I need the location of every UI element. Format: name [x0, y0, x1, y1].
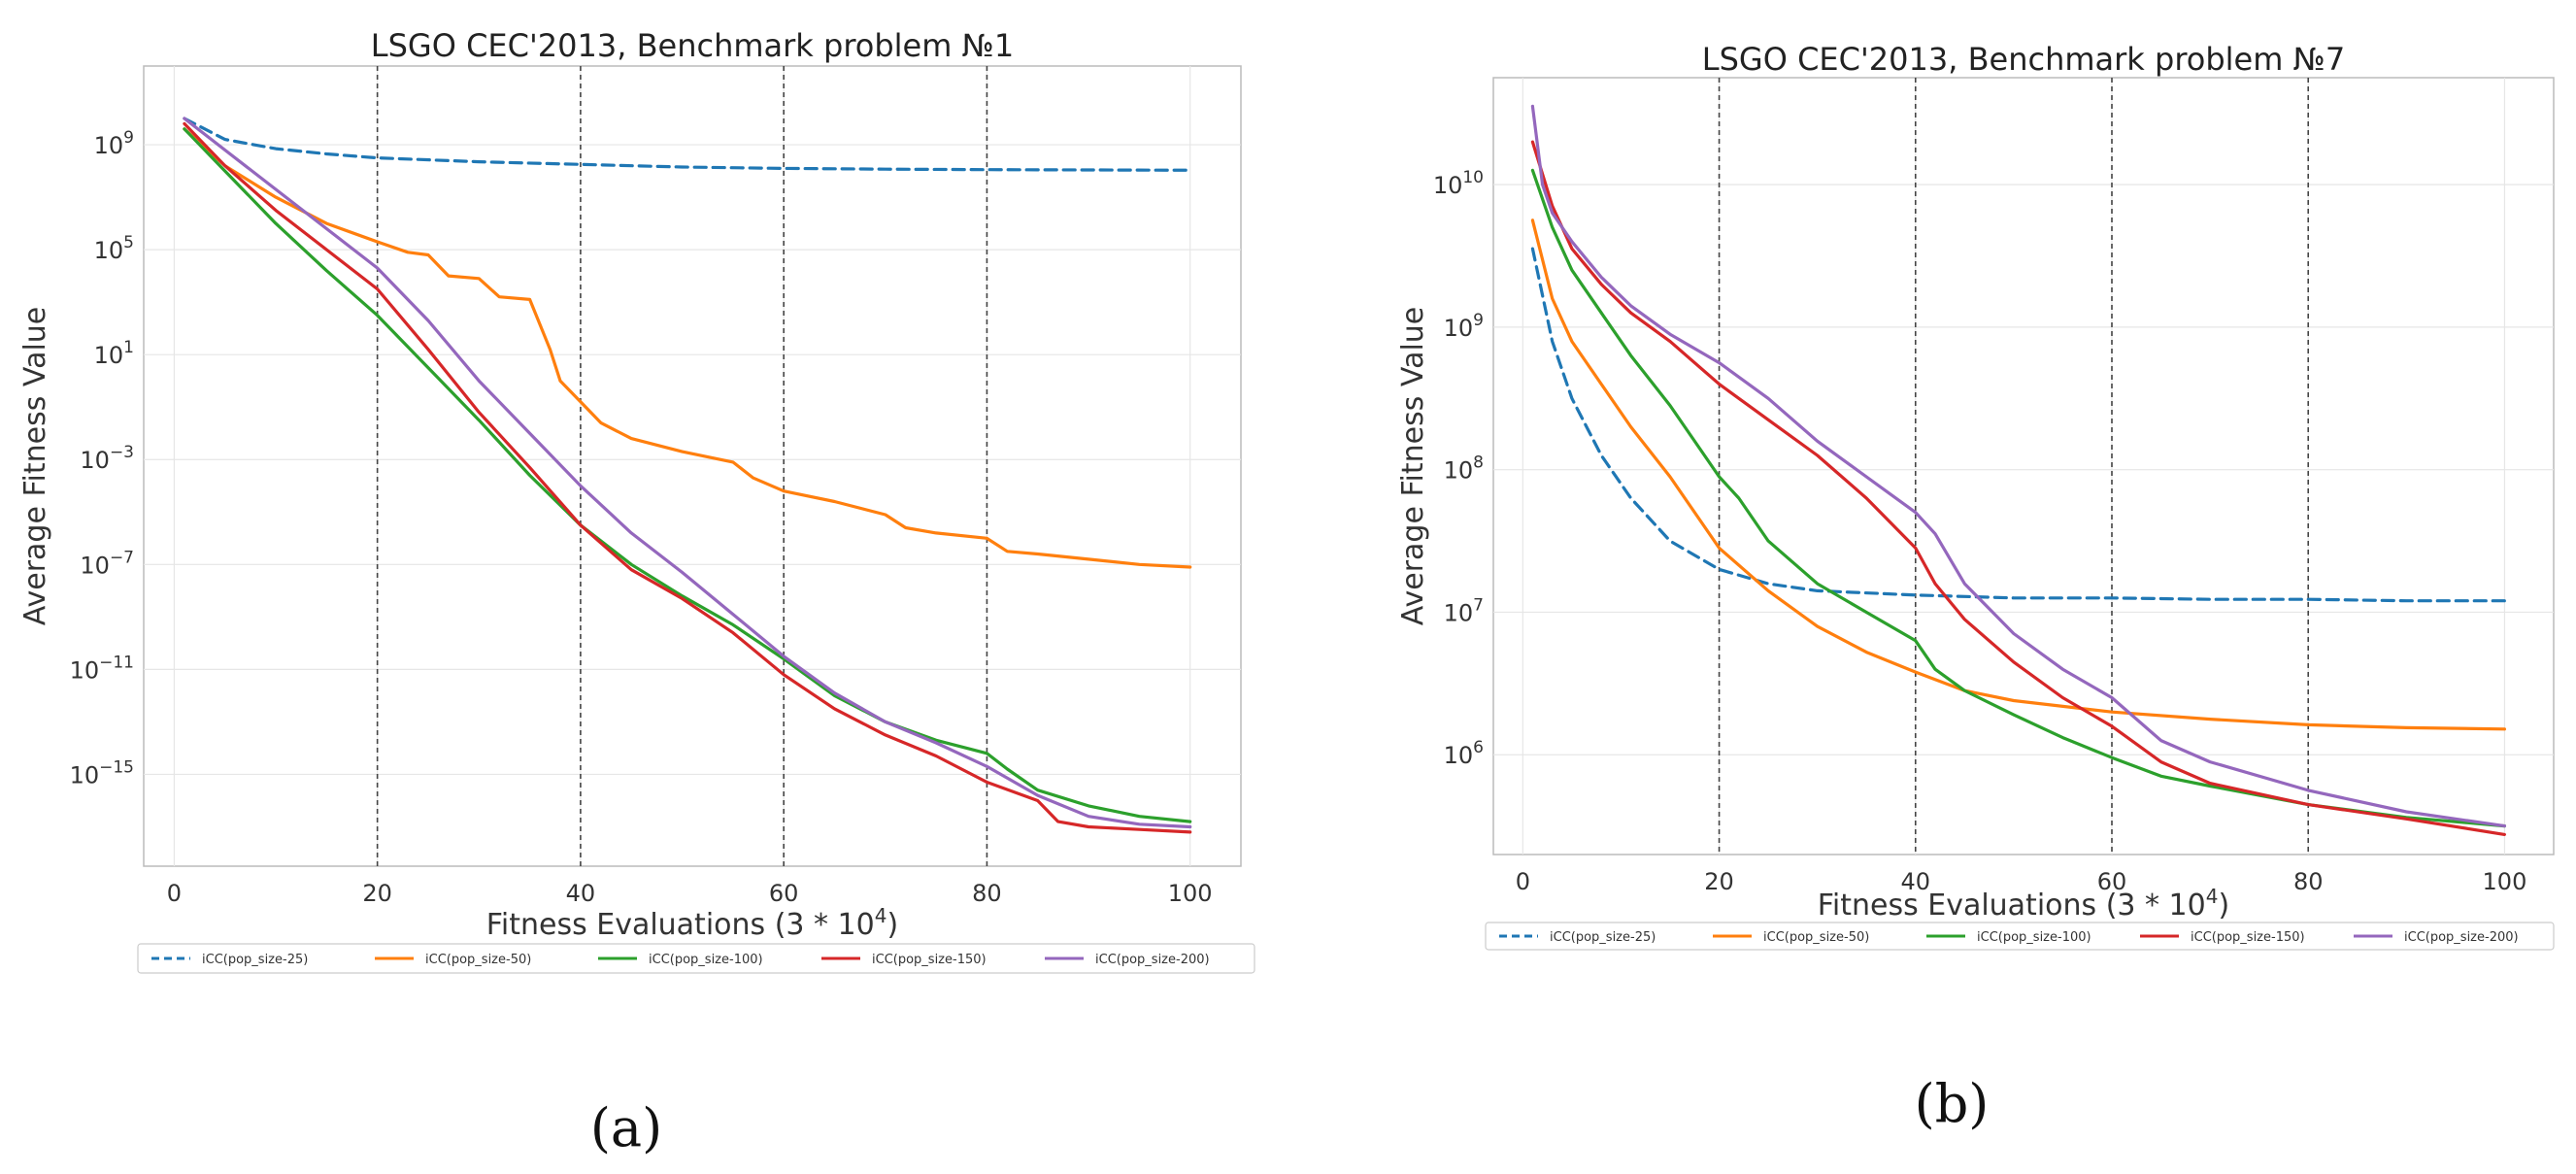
series-line-iccpop-size-25	[1530, 247, 2506, 603]
x-axis-label-base: Fitness Evaluations (3	[486, 908, 805, 942]
legend: iCC(pop_size-25) iCC(pop_size-50) iCC(pop_…	[137, 943, 1255, 974]
x-axis-label-mult: * 10	[2135, 889, 2205, 922]
y-tick-exponent: 7	[1473, 595, 1484, 615]
x-axis-label-exponent: 4	[875, 904, 887, 927]
series-line-iccpop-size-25	[183, 117, 1192, 172]
y-tick-label: 105	[94, 233, 134, 264]
y-tick-label: 109	[94, 128, 134, 159]
series-line-iccpop-size-50	[1530, 218, 2506, 731]
legend-label: iCC(pop_size-25)	[202, 953, 308, 967]
x-tick-label: 20	[1704, 868, 1734, 895]
y-tick-base: 10	[1444, 742, 1474, 769]
y-tick-label: 101	[94, 338, 134, 369]
series-line-iccpop-size-100	[1530, 168, 2506, 828]
chart-title: LSGO CEC'2013, Benchmark problem №1	[371, 27, 1014, 64]
x-axis-label: Fitness Evaluations (3 * 104)	[1818, 885, 2229, 922]
chart-panel-a: 0 20 40 60 80 10010910510110−310−710−1110−15L…	[18, 27, 1255, 1158]
y-tick-label: 1010	[1433, 168, 1484, 199]
series-line-iccpop-size-100	[183, 127, 1192, 823]
x-tick-label: 0	[167, 880, 182, 907]
y-tick-base: 10	[1444, 315, 1474, 342]
x-axis-label: Fitness Evaluations (3 * 104)	[486, 904, 898, 942]
y-tick-exponent: −3	[110, 443, 134, 462]
legend-label: iCC(pop_size-200)	[1095, 953, 1210, 967]
x-tick-label: 80	[2293, 868, 2324, 895]
y-tick-base: 10	[94, 342, 124, 369]
y-tick-base: 10	[70, 656, 100, 684]
x-axis-label-mult: * 10	[804, 908, 874, 942]
legend-label: iCC(pop_size-50)	[1763, 930, 1869, 945]
y-tick-label: 108	[1444, 453, 1484, 485]
series-line-iccpop-size-50	[183, 127, 1192, 569]
y-tick-label: 10−7	[80, 548, 134, 579]
legend-label: iCC(pop_size-200)	[2404, 930, 2519, 945]
legend-label: iCC(pop_size-50)	[425, 953, 531, 967]
y-tick-exponent: 9	[1473, 311, 1484, 330]
y-tick-base: 10	[1433, 172, 1463, 199]
x-tick-label: 80	[972, 880, 1002, 907]
x-tick-label: 100	[1168, 880, 1213, 907]
x-tick-label: 40	[1901, 868, 1931, 895]
y-tick-label: 106	[1444, 738, 1484, 769]
y-tick-base: 10	[1444, 457, 1474, 485]
y-tick-exponent: 6	[1473, 738, 1484, 757]
y-tick-exponent: 10	[1462, 168, 1484, 187]
series-line-iccpop-size-150	[1530, 140, 2506, 836]
x-tick-label: 40	[566, 880, 596, 907]
y-tick-exponent: 5	[123, 233, 134, 252]
y-axis-label: Average Fitness Value	[18, 307, 52, 626]
y-tick-base: 10	[80, 552, 110, 579]
y-tick-label: 107	[1444, 595, 1484, 626]
y-tick-label: 10−11	[70, 653, 134, 684]
x-axis-label-exponent: 4	[2206, 885, 2219, 908]
y-tick-exponent: 1	[123, 338, 134, 357]
series-line-iccpop-size-150	[183, 121, 1192, 834]
y-tick-base: 10	[94, 237, 124, 264]
legend-label: iCC(pop_size-100)	[649, 953, 763, 967]
legend-box	[1485, 922, 2555, 951]
y-tick-label: 10−3	[80, 443, 134, 474]
series-line-iccpop-size-200	[1530, 104, 2506, 828]
legend-label: iCC(pop_size-100)	[1977, 930, 2091, 945]
y-tick-base: 10	[70, 761, 100, 788]
series-line-iccpop-size-200	[183, 117, 1192, 829]
x-axis-label-close: )	[2218, 889, 2229, 922]
panel-label: (a)	[590, 1097, 662, 1158]
x-axis-label-close: )	[887, 908, 898, 942]
panel-label: (b)	[1915, 1073, 1990, 1134]
legend-label: iCC(pop_size-150)	[872, 953, 987, 967]
y-axis-label: Average Fitness Value	[1396, 307, 1430, 626]
x-tick-label: 60	[2097, 868, 2127, 895]
legend-box	[137, 943, 1255, 974]
x-tick-label: 20	[362, 880, 392, 907]
y-tick-exponent: −11	[99, 653, 134, 672]
legend-label: iCC(pop_size-150)	[2191, 930, 2305, 945]
plot-area	[143, 65, 1242, 867]
y-tick-label: 10−15	[70, 757, 134, 788]
y-tick-exponent: −15	[99, 757, 134, 777]
legend: iCC(pop_size-25) iCC(pop_size-50) iCC(pop_…	[1485, 922, 2555, 951]
plot-area	[1492, 77, 2555, 855]
y-tick-label: 109	[1444, 311, 1484, 342]
y-tick-base: 10	[1444, 599, 1474, 626]
chart-title: LSGO CEC'2013, Benchmark problem №7	[1702, 41, 2345, 78]
y-tick-exponent: −7	[110, 548, 134, 567]
x-tick-label: 0	[1516, 868, 1530, 895]
x-axis-label-base: Fitness Evaluations (3	[1818, 889, 2136, 922]
y-tick-exponent: 9	[123, 128, 134, 148]
x-tick-label: 60	[769, 880, 799, 907]
legend-label: iCC(pop_size-25)	[1550, 930, 1656, 945]
y-tick-base: 10	[80, 447, 110, 474]
x-tick-label: 100	[2483, 868, 2527, 895]
y-tick-base: 10	[94, 132, 124, 159]
y-tick-exponent: 8	[1473, 453, 1484, 473]
